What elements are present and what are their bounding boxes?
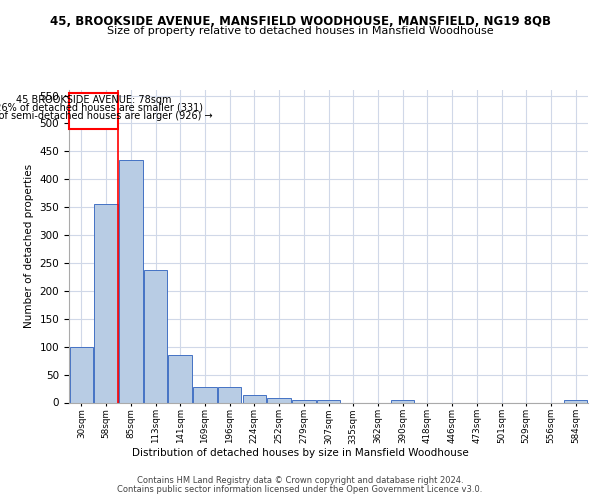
Text: Distribution of detached houses by size in Mansfield Woodhouse: Distribution of detached houses by size … xyxy=(131,448,469,458)
Text: ← 26% of detached houses are smaller (331): ← 26% of detached houses are smaller (33… xyxy=(0,103,203,113)
Bar xyxy=(317,400,340,402)
Bar xyxy=(242,395,266,402)
Bar xyxy=(564,400,587,402)
Text: Contains public sector information licensed under the Open Government Licence v3: Contains public sector information licen… xyxy=(118,484,482,494)
Bar xyxy=(70,346,93,403)
Bar xyxy=(169,355,192,403)
Text: 45, BROOKSIDE AVENUE, MANSFIELD WOODHOUSE, MANSFIELD, NG19 8QB: 45, BROOKSIDE AVENUE, MANSFIELD WOODHOUS… xyxy=(49,15,551,28)
Text: 73% of semi-detached houses are larger (926) →: 73% of semi-detached houses are larger (… xyxy=(0,110,213,120)
Bar xyxy=(94,204,118,402)
Bar xyxy=(391,400,415,402)
Bar xyxy=(144,270,167,402)
Bar xyxy=(292,400,316,402)
Text: 45 BROOKSIDE AVENUE: 78sqm: 45 BROOKSIDE AVENUE: 78sqm xyxy=(16,95,172,105)
Bar xyxy=(193,387,217,402)
Bar xyxy=(268,398,291,402)
Y-axis label: Number of detached properties: Number of detached properties xyxy=(24,164,34,328)
Text: Size of property relative to detached houses in Mansfield Woodhouse: Size of property relative to detached ho… xyxy=(107,26,493,36)
FancyBboxPatch shape xyxy=(69,93,118,129)
Bar xyxy=(119,160,143,402)
Bar xyxy=(218,387,241,402)
Text: Contains HM Land Registry data © Crown copyright and database right 2024.: Contains HM Land Registry data © Crown c… xyxy=(137,476,463,485)
